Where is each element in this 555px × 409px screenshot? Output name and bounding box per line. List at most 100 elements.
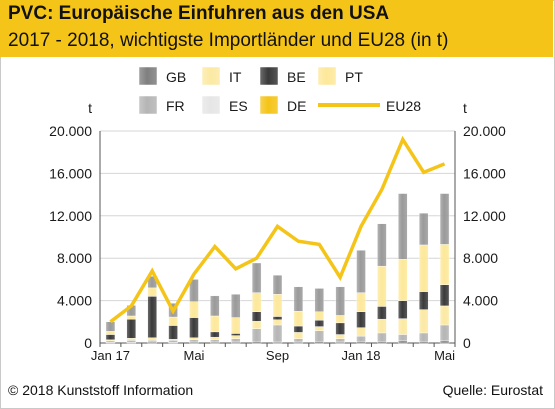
bar-segment-be xyxy=(231,333,241,336)
bar-segment-be xyxy=(105,334,116,341)
bar-segment-fr xyxy=(147,340,157,343)
bar-segment-pt xyxy=(439,244,450,285)
chart-title: PVC: Europäische Einfuhren aus den USA xyxy=(8,3,390,24)
bar-segment-pt xyxy=(314,311,324,321)
bar-segment-it xyxy=(335,334,345,339)
legend-swatch-be xyxy=(259,66,279,86)
bar-segment-rest xyxy=(251,262,262,293)
y-tick-label-right: 12.000 xyxy=(463,208,506,224)
source-text: Quelle: Eurostat xyxy=(442,382,543,398)
bar-segment-pt xyxy=(418,244,429,292)
bar-segment-rest xyxy=(210,295,220,317)
bar-segment-gb xyxy=(314,341,324,344)
bar-segment-it xyxy=(189,337,199,341)
x-tick-label: Mai xyxy=(434,348,455,363)
bar-segment-fr xyxy=(418,332,429,342)
bar-segment-it xyxy=(398,318,408,335)
bar-segment-pt xyxy=(356,292,366,312)
bar-segment-rest xyxy=(335,286,345,316)
bar-segment-it xyxy=(439,305,450,326)
legend-label-de: DE xyxy=(287,98,306,114)
bar-segment-be xyxy=(168,325,178,340)
eu28-line xyxy=(109,135,446,324)
y-tick-label-right: 4.000 xyxy=(463,293,498,309)
bar-segment-rest xyxy=(189,279,199,302)
bar-segment-pt xyxy=(147,287,157,297)
legend-label-it: IT xyxy=(229,69,242,85)
bar-segment-pt xyxy=(189,301,199,318)
x-tick-label: Mai xyxy=(183,348,204,363)
y-tick-label-left: 4.000 xyxy=(57,293,92,309)
bar-segment-it xyxy=(231,335,241,339)
bar-segment-fr xyxy=(105,340,116,343)
bar-segment-fr xyxy=(335,338,345,343)
bar-segment-gb xyxy=(251,341,262,344)
y-tick-label-right: 8.000 xyxy=(463,250,498,266)
bar-segment-be xyxy=(335,322,345,335)
bar-segment-rest xyxy=(231,294,241,318)
bar-segment-be xyxy=(210,331,220,338)
bar-segment-fr xyxy=(293,338,304,343)
legend-swatch-de xyxy=(259,95,279,115)
chart-subtitle: 2017 - 2018, wichtigste Importländer und… xyxy=(8,30,449,51)
bar-segment-fr xyxy=(231,338,241,343)
bar-segment-rest xyxy=(272,274,283,295)
bar-segment-be xyxy=(398,300,408,319)
legend-label-gb: GB xyxy=(166,69,186,85)
bar-segment-rest xyxy=(356,250,366,293)
legend-swatch-fr xyxy=(138,95,158,115)
y-tick-label-left: 16.000 xyxy=(49,165,92,181)
legend-label-eu28: EU28 xyxy=(386,98,421,114)
bar-segment-it xyxy=(272,319,283,326)
bar-segment-be xyxy=(189,317,199,338)
legend-swatch-gb xyxy=(138,66,158,86)
bar-segment-be xyxy=(418,291,429,310)
bar-segment-fr xyxy=(314,330,324,342)
bar-segment-rest xyxy=(398,193,408,260)
bar-segment-fr xyxy=(210,339,220,343)
bar-segment-it xyxy=(293,332,304,339)
y-tick-label-right: 20.000 xyxy=(463,123,506,139)
copyright-text: © 2018 Kunststoff Information xyxy=(8,382,194,398)
bar-segment-be xyxy=(314,320,324,327)
bar-segment-rest xyxy=(439,193,450,245)
bar-segment-it xyxy=(210,336,220,341)
bar-segment-fr xyxy=(398,334,408,342)
bar-segment-gb xyxy=(356,341,366,344)
bar-segment-pt xyxy=(126,315,137,320)
bar-segment-fr xyxy=(189,339,199,343)
bar-segment-pt xyxy=(210,315,220,333)
legend-label-fr: FR xyxy=(166,98,185,114)
bar-segment-it xyxy=(418,309,429,334)
bar-segment-be xyxy=(377,306,387,320)
bar-segment-it xyxy=(126,338,137,341)
bar-segment-gb xyxy=(377,341,387,344)
bar-segment-it xyxy=(314,326,324,332)
header-banner: PVC: Europäische Einfuhren aus den USA 2… xyxy=(0,0,553,57)
bar-segment-fr xyxy=(272,324,283,343)
bar-segment-be xyxy=(272,316,283,320)
bar-segment-be xyxy=(293,325,304,333)
bar-segment-be xyxy=(251,311,262,322)
bar-segment-fr xyxy=(356,335,366,342)
bar-segment-be xyxy=(126,318,137,339)
bar-segment-fr xyxy=(126,340,137,343)
legend-swatch-pt xyxy=(317,66,337,86)
y-tick-label-right: 16.000 xyxy=(463,165,506,181)
unit-label-left: t xyxy=(88,100,92,116)
legend-swatch-es xyxy=(201,95,221,115)
legend-label-be: BE xyxy=(287,69,306,85)
bar-segment-rest xyxy=(293,286,304,312)
bar-segment-be xyxy=(147,296,157,338)
bar-segment-pt xyxy=(168,316,178,326)
y-tick-label-right: 0 xyxy=(463,335,471,351)
bar-segment-rest xyxy=(377,223,387,267)
bar-segment-be xyxy=(356,311,366,328)
bar-segment-gb xyxy=(418,341,429,344)
bar-segment-fr xyxy=(168,340,178,343)
bar-segment-rest xyxy=(105,321,116,332)
bar-segment-pt xyxy=(335,315,345,324)
bar-segment-pt xyxy=(398,259,408,301)
x-tick-label: Sep xyxy=(266,348,289,363)
